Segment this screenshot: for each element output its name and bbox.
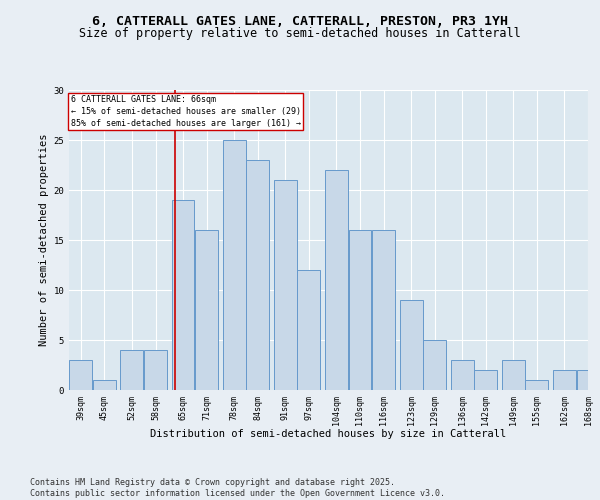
Text: Size of property relative to semi-detached houses in Catterall: Size of property relative to semi-detach…: [79, 28, 521, 40]
Bar: [144, 350, 167, 390]
Bar: [195, 230, 218, 390]
Bar: [246, 160, 269, 390]
Bar: [298, 270, 320, 390]
Bar: [325, 170, 348, 390]
Bar: [526, 380, 548, 390]
Text: Contains HM Land Registry data © Crown copyright and database right 2025.
Contai: Contains HM Land Registry data © Crown c…: [30, 478, 445, 498]
Bar: [475, 370, 497, 390]
Y-axis label: Number of semi-detached properties: Number of semi-detached properties: [39, 134, 49, 346]
Bar: [400, 300, 422, 390]
Bar: [553, 370, 576, 390]
Bar: [451, 360, 473, 390]
Bar: [93, 380, 116, 390]
Bar: [577, 370, 599, 390]
Bar: [502, 360, 525, 390]
Bar: [274, 180, 296, 390]
Bar: [372, 230, 395, 390]
Bar: [349, 230, 371, 390]
Bar: [70, 360, 92, 390]
Bar: [223, 140, 245, 390]
Text: 6, CATTERALL GATES LANE, CATTERALL, PRESTON, PR3 1YH: 6, CATTERALL GATES LANE, CATTERALL, PRES…: [92, 15, 508, 28]
Bar: [423, 340, 446, 390]
X-axis label: Distribution of semi-detached houses by size in Catterall: Distribution of semi-detached houses by …: [151, 429, 506, 439]
Bar: [172, 200, 194, 390]
Text: 6 CATTERALL GATES LANE: 66sqm
← 15% of semi-detached houses are smaller (29)
85%: 6 CATTERALL GATES LANE: 66sqm ← 15% of s…: [71, 95, 301, 128]
Bar: [121, 350, 143, 390]
